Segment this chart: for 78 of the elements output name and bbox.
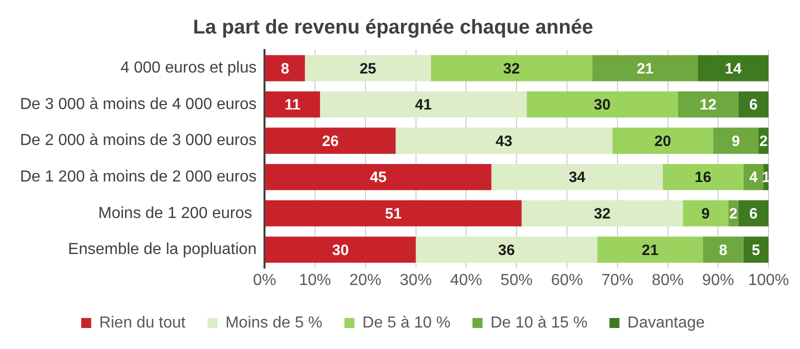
- y-tick-label: Ensemble de la popluation: [68, 241, 257, 258]
- data-label: 51: [385, 205, 402, 222]
- bar: [265, 91, 320, 118]
- data-label: 25: [360, 60, 376, 78]
- y-tick-label: 4 000 euros et plus: [120, 60, 257, 77]
- y-tick-label: De 2 000 à moins de 3 000 euros: [20, 132, 257, 150]
- legend-label: Rien du tout: [99, 314, 186, 332]
- data-label: 26: [322, 132, 339, 150]
- bar: [304, 55, 431, 82]
- legend-label: Davantage: [627, 314, 705, 332]
- y-tick-label: Moins de 1 200 euros: [98, 204, 257, 222]
- bar: [265, 128, 396, 154]
- x-tick-label: 100%: [748, 272, 789, 289]
- data-label: 2: [759, 132, 768, 150]
- data-label: 2: [729, 205, 738, 222]
- data-label: 32: [503, 60, 520, 78]
- data-label: 8: [280, 60, 290, 78]
- data-label: 16: [694, 169, 712, 186]
- bar: [597, 236, 704, 263]
- data-label: 34: [568, 169, 586, 186]
- data-label: 8: [719, 242, 728, 259]
- y-tick-label: De 1 200 à moins de 2 000 euros: [20, 168, 257, 186]
- x-tick-label: 30%: [400, 272, 432, 289]
- bar: [682, 200, 728, 226]
- x-tick-label: 60%: [550, 272, 583, 289]
- data-label: 21: [636, 60, 654, 78]
- bar: [738, 91, 769, 118]
- data-label: 14: [724, 60, 742, 78]
- data-label: 32: [594, 205, 611, 222]
- x-tick-label: 10%: [298, 272, 332, 289]
- data-label: 43: [496, 132, 512, 150]
- bar: [491, 164, 663, 190]
- x-tick-label: 50%: [500, 272, 533, 289]
- data-label: 30: [332, 242, 349, 259]
- bar: [743, 236, 769, 263]
- data-label: 6: [749, 205, 758, 222]
- x-tick-label: 80%: [652, 272, 684, 289]
- legend-label: Moins de 5 %: [225, 314, 322, 332]
- bar: [416, 236, 598, 263]
- bar: [522, 200, 683, 226]
- bar: [662, 164, 744, 190]
- data-label: 30: [594, 96, 611, 114]
- data-label: 4: [749, 169, 758, 186]
- bar: [526, 91, 678, 118]
- bar: [265, 236, 416, 263]
- bar: [265, 164, 492, 190]
- bar: [320, 91, 527, 118]
- chart-title: La part de revenu épargnée chaque année: [192, 16, 594, 39]
- bar: [703, 236, 744, 263]
- bar: [698, 55, 769, 82]
- x-tick-label: 90%: [702, 272, 734, 289]
- data-label: 11: [284, 96, 300, 114]
- x-tick-label: 0%: [253, 272, 276, 289]
- data-label: 6: [749, 96, 758, 114]
- legend-label: De 10 à 15 %: [490, 314, 588, 332]
- bar: [592, 55, 698, 82]
- data-label: 9: [701, 205, 710, 222]
- bar: [396, 128, 612, 154]
- data-label: 21: [642, 242, 658, 259]
- bar: [265, 200, 522, 226]
- data-label: 9: [732, 132, 740, 150]
- x-tick-label: 40%: [450, 272, 482, 289]
- x-tick-label: 70%: [601, 272, 634, 289]
- data-label: 5: [752, 242, 760, 259]
- data-label: 12: [700, 96, 716, 114]
- data-label: 20: [654, 132, 672, 150]
- data-label: 45: [370, 169, 387, 186]
- data-label: 41: [415, 96, 432, 114]
- bar: [612, 128, 714, 154]
- bar: [265, 55, 305, 82]
- legend-label: De 5 à 10 %: [362, 314, 450, 332]
- bar: [738, 200, 769, 226]
- bar: [678, 91, 738, 118]
- bar: [430, 55, 592, 82]
- bar: [713, 128, 758, 154]
- x-tick-label: 20%: [349, 272, 382, 289]
- data-label: 36: [498, 242, 515, 259]
- y-tick-label: De 3 000 à moins de 4 000 euros: [20, 96, 257, 113]
